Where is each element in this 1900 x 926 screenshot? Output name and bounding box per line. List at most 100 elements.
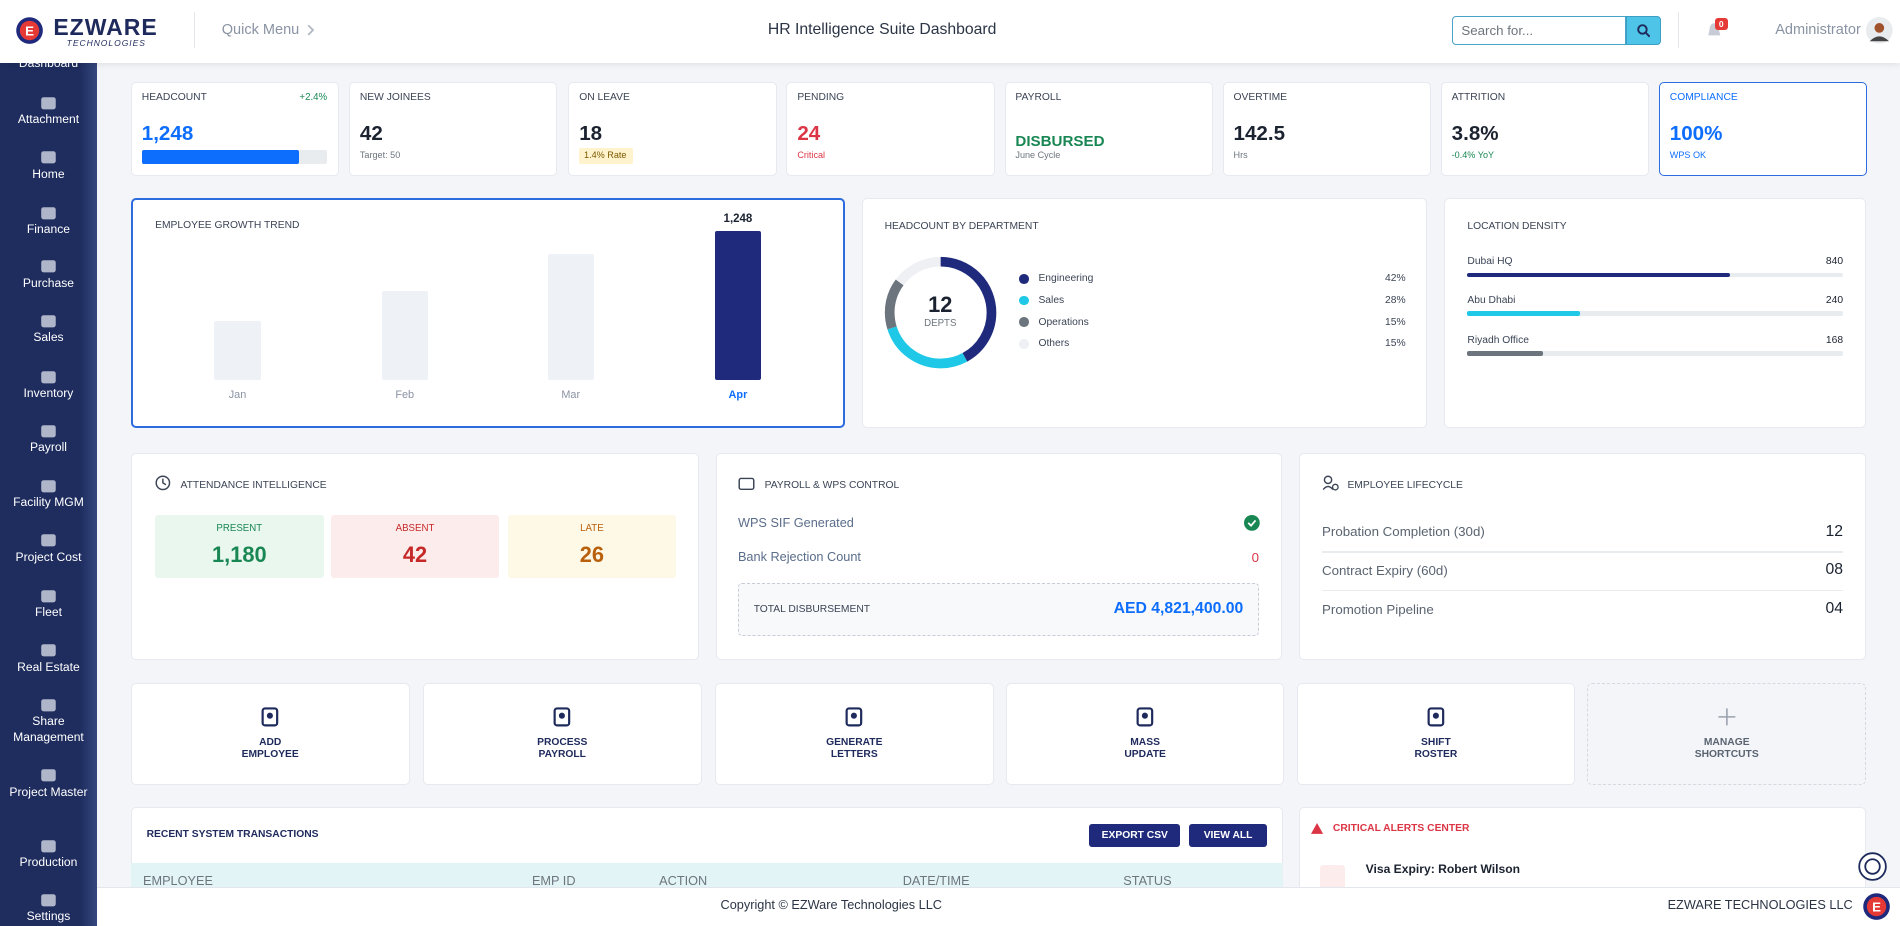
footer-logo: E bbox=[1863, 893, 1891, 920]
kpi-note: June Cycle bbox=[1015, 150, 1061, 161]
search-box[interactable] bbox=[1451, 15, 1627, 45]
kpi-card bbox=[1658, 82, 1868, 176]
kpi-card bbox=[1004, 82, 1213, 176]
shortcut-card[interactable] bbox=[1005, 683, 1285, 786]
logo: E bbox=[15, 16, 43, 44]
icon-part bbox=[267, 713, 274, 720]
kpi-note: Hrs bbox=[1233, 150, 1248, 161]
location-value: 240 bbox=[1825, 294, 1844, 306]
icon-part bbox=[1637, 24, 1648, 35]
total-value: AED 4,821,400.00 bbox=[1113, 600, 1244, 618]
user-name[interactable]: Administrator bbox=[1775, 21, 1861, 38]
attendance-value: 26 bbox=[579, 541, 605, 567]
nav-item[interactable]: Real Estate bbox=[17, 659, 80, 674]
notification-badge[interactable] bbox=[1714, 18, 1728, 31]
kpi-label: PAYROLL bbox=[1015, 92, 1062, 104]
kpi-label: COMPLIANCE bbox=[1669, 92, 1738, 104]
icon-part bbox=[155, 475, 171, 491]
icon-part bbox=[738, 477, 755, 491]
table-button[interactable] bbox=[1188, 823, 1268, 847]
nav-item[interactable]: Settings bbox=[26, 909, 71, 924]
shortcut-label: PAYROLL bbox=[538, 749, 586, 761]
kpi-note: 1.4% Rate bbox=[584, 150, 627, 161]
shortcut-card[interactable] bbox=[1296, 683, 1576, 786]
wallet-icon bbox=[738, 477, 755, 491]
nav-icon bbox=[41, 370, 56, 383]
attendance-label: PRESENT bbox=[216, 523, 263, 535]
nav-icon bbox=[41, 425, 56, 438]
kpi-note: Critical bbox=[797, 150, 826, 161]
check-icon bbox=[1244, 514, 1261, 531]
shortcut-card[interactable] bbox=[422, 683, 702, 786]
donut-center-value: 12 bbox=[928, 292, 953, 318]
nav-item[interactable]: Finance bbox=[26, 222, 71, 237]
nav-item[interactable]: Production bbox=[19, 854, 78, 869]
donut-segment bbox=[884, 256, 997, 369]
kpi-note: -0.4% YoY bbox=[1451, 150, 1495, 161]
clock-icon bbox=[155, 475, 171, 491]
location-value: 168 bbox=[1825, 334, 1844, 346]
icon-part bbox=[261, 707, 279, 727]
icon-part bbox=[1136, 707, 1154, 727]
location-label: Riyadh Office bbox=[1467, 334, 1529, 346]
bar bbox=[714, 231, 761, 381]
icon-part bbox=[41, 207, 56, 220]
nav-item[interactable]: Home bbox=[32, 166, 65, 181]
icon-part bbox=[845, 707, 863, 727]
icon-part bbox=[41, 894, 56, 907]
icon-part: E bbox=[25, 23, 34, 38]
shortcut-icon bbox=[261, 707, 279, 727]
help-button[interactable] bbox=[1857, 852, 1887, 881]
nav-item[interactable]: Share Management bbox=[13, 714, 84, 745]
legend-value: 28% bbox=[1385, 294, 1406, 306]
nav-item[interactable]: Project Master bbox=[9, 784, 88, 799]
icon-part bbox=[559, 713, 566, 720]
button-label: EXPORT CSV bbox=[1101, 829, 1168, 841]
nav-icon bbox=[41, 590, 56, 603]
nav-item[interactable]: Attachment bbox=[17, 112, 80, 127]
nav-item[interactable]: Facility MGM bbox=[13, 494, 84, 509]
location-label: Dubai HQ bbox=[1467, 256, 1513, 268]
quick-menu[interactable]: Quick Menu bbox=[221, 21, 300, 38]
legend-value: 15% bbox=[1385, 338, 1406, 350]
progress-fill bbox=[141, 150, 300, 164]
legend-label: Engineering bbox=[1038, 273, 1094, 284]
brand: EZWARE bbox=[53, 13, 158, 40]
shortcut-label: SHIFT bbox=[1421, 737, 1451, 749]
icon-part bbox=[41, 534, 56, 547]
table-button[interactable] bbox=[1089, 823, 1181, 847]
shortcut-icon bbox=[1718, 708, 1736, 726]
shortcut-label: EMPLOYEE bbox=[241, 749, 299, 761]
nav-item[interactable]: Purchase bbox=[22, 275, 75, 290]
kpi-value: 18 bbox=[579, 122, 603, 146]
nav-item[interactable]: Fleet bbox=[35, 605, 62, 620]
shortcut-card[interactable] bbox=[1587, 683, 1867, 786]
bar bbox=[1467, 311, 1581, 317]
shortcut-card[interactable] bbox=[714, 683, 994, 786]
donut-center-label: DEPTS bbox=[924, 318, 957, 330]
total-label: TOTAL DISBURSEMENT bbox=[753, 603, 871, 615]
shortcut-icon bbox=[1136, 707, 1154, 727]
nav-item[interactable]: Payroll bbox=[29, 440, 67, 455]
kpi-change: +2.4% bbox=[299, 91, 328, 103]
icon-part bbox=[1322, 485, 1334, 491]
icon-part bbox=[41, 479, 56, 492]
nav-item[interactable]: Sales bbox=[33, 330, 64, 345]
attendance-value: 1,180 bbox=[212, 541, 267, 567]
lifecycle-value: 12 bbox=[1825, 522, 1844, 540]
warning-icon bbox=[1311, 822, 1324, 834]
search-icon bbox=[1637, 24, 1651, 38]
shortcut-label: MASS bbox=[1130, 737, 1160, 749]
nav-icon bbox=[41, 699, 56, 712]
icon-part bbox=[307, 24, 314, 36]
chart-title: HEADCOUNT BY DEPARTMENT bbox=[884, 220, 1039, 232]
nav-item[interactable]: Project Cost bbox=[15, 549, 82, 564]
nav-icon bbox=[41, 96, 56, 110]
kpi-label: PENDING bbox=[797, 92, 845, 104]
card-title: EMPLOYEE LIFECYCLE bbox=[1347, 480, 1463, 492]
shortcut-card[interactable] bbox=[130, 683, 410, 786]
shortcut-label: UPDATE bbox=[1124, 749, 1166, 761]
search-button[interactable] bbox=[1626, 15, 1662, 45]
nav-item[interactable]: Inventory bbox=[23, 385, 74, 400]
bar bbox=[547, 253, 594, 381]
